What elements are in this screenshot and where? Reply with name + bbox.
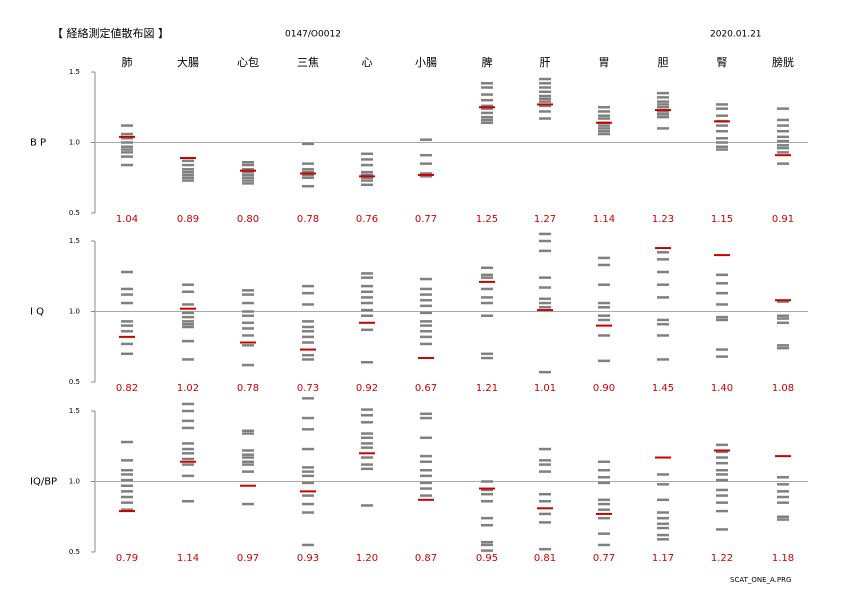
y-tick-label: 1.5 xyxy=(69,407,80,415)
category-label: 小腸 xyxy=(415,56,437,69)
value-label: 1.04 xyxy=(116,214,138,225)
row-label: IQ/BP xyxy=(30,477,57,488)
category-label: 胃 xyxy=(599,56,610,69)
value-label: 1.23 xyxy=(652,214,674,225)
category-label: 三焦 xyxy=(297,56,319,69)
value-label: 0.91 xyxy=(772,214,794,225)
value-label: 0.67 xyxy=(415,383,437,394)
y-tick-label: 0.5 xyxy=(69,548,80,556)
row-label: I Q xyxy=(30,307,44,318)
value-label: 0.73 xyxy=(297,383,319,394)
value-label: 0.93 xyxy=(297,553,319,564)
value-label: 0.77 xyxy=(593,553,615,564)
value-label: 1.14 xyxy=(177,553,199,564)
row-label: B P xyxy=(30,138,46,149)
category-label: 心 xyxy=(362,56,373,69)
category-label: 肺 xyxy=(122,56,133,69)
category-label: 脾 xyxy=(482,55,493,69)
footer: SCAT_ONE_A.PRG xyxy=(730,576,791,584)
y-tick-label: 1.0 xyxy=(69,308,80,316)
title: 【 経絡測定値散布図 】 xyxy=(52,26,169,40)
value-label: 1.18 xyxy=(772,553,794,564)
category-label: 肝 xyxy=(540,56,551,69)
category-label: 腎 xyxy=(717,56,728,69)
category-label: 大腸 xyxy=(177,55,199,69)
value-label: 1.02 xyxy=(177,383,199,394)
value-label: 0.92 xyxy=(356,383,378,394)
category-label: 膀胱 xyxy=(772,55,794,69)
value-label: 1.17 xyxy=(652,553,674,564)
value-label: 1.21 xyxy=(476,383,498,394)
y-tick-label: 1.0 xyxy=(69,478,80,486)
y-tick-label: 0.5 xyxy=(69,378,80,386)
value-label: 0.78 xyxy=(237,383,259,394)
y-tick-label: 1.0 xyxy=(69,139,80,147)
y-tick-label: 1.5 xyxy=(69,237,80,245)
value-label: 0.95 xyxy=(476,553,498,564)
value-label: 0.87 xyxy=(415,553,437,564)
value-label: 0.77 xyxy=(415,214,437,225)
value-label: 0.79 xyxy=(116,553,138,564)
record-id: 0147/O0012 xyxy=(285,30,341,40)
value-label: 1.08 xyxy=(772,383,794,394)
value-label: 1.15 xyxy=(711,214,733,225)
value-label: 1.25 xyxy=(476,214,498,225)
category-label: 心包 xyxy=(237,56,259,69)
category-label: 胆 xyxy=(658,56,669,69)
value-label: 0.89 xyxy=(177,214,199,225)
y-tick-label: 1.5 xyxy=(69,68,80,76)
date: 2020.01.21 xyxy=(710,30,762,40)
value-label: 0.76 xyxy=(356,214,378,225)
value-label: 1.45 xyxy=(652,383,674,394)
value-label: 0.82 xyxy=(116,383,138,394)
y-tick-label: 0.5 xyxy=(69,209,80,217)
value-label: 0.81 xyxy=(534,553,556,564)
value-label: 0.90 xyxy=(593,383,615,394)
value-label: 0.97 xyxy=(237,553,259,564)
value-label: 1.14 xyxy=(593,214,615,225)
value-label: 1.22 xyxy=(711,553,733,564)
value-label: 0.80 xyxy=(237,214,259,225)
value-label: 1.01 xyxy=(534,383,556,394)
value-label: 0.78 xyxy=(297,214,319,225)
value-label: 1.20 xyxy=(356,553,378,564)
value-label: 1.40 xyxy=(711,383,733,394)
value-label: 1.27 xyxy=(534,214,556,225)
